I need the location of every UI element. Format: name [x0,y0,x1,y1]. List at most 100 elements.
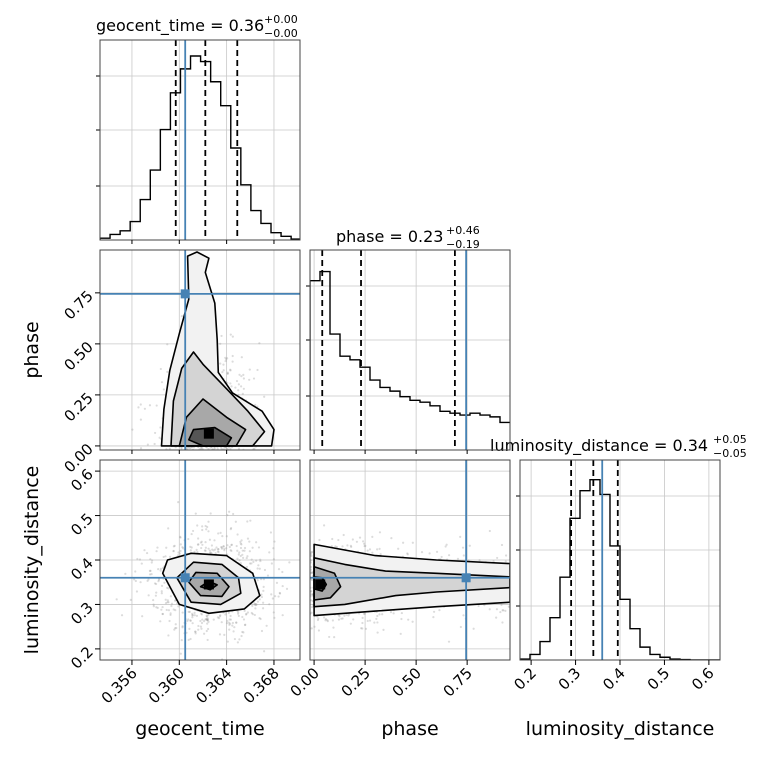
sample-point [187,537,190,541]
sample-point [204,618,207,621]
sample-point [311,593,314,596]
sample-point [206,618,209,622]
sample-point [225,547,228,550]
sample-point [240,634,243,638]
sample-point [381,613,384,616]
sample-point [201,543,204,546]
sample-point [124,572,127,575]
sample-point [167,527,170,530]
sample-point [169,612,172,615]
sample-point [201,525,204,528]
sample-point [235,379,239,383]
xlabel-phase: phase [381,718,438,740]
sample-point [200,621,204,625]
sample-point [376,614,379,618]
sample-point [159,367,162,371]
sample-point [260,595,264,599]
sample-point [254,602,257,606]
sample-point [326,619,329,622]
sample-point [239,540,242,543]
sample-point [236,533,239,536]
sample-point [252,377,256,380]
sample-point [199,446,203,449]
sample-point [259,558,262,561]
sample-point [310,554,313,558]
sample-point [160,584,164,587]
contour-line [313,556,510,608]
sample-point [141,615,144,618]
sample-point [379,553,382,556]
xlabel-geocent-time: geocent_time [135,718,264,740]
sample-point [134,579,137,583]
sample-point [390,537,393,540]
sample-point [501,609,504,612]
sample-point [167,634,170,637]
sample-point [400,611,403,615]
sample-point [187,618,190,621]
sample-point [180,639,183,642]
sample-point [273,540,276,543]
sample-point [181,625,184,628]
sample-point [120,614,124,617]
sample-point [194,630,197,633]
sample-point [310,568,313,571]
sample-point [150,561,153,564]
sample-point [229,614,232,618]
sample-point [310,565,313,569]
sample-point [209,446,212,449]
sample-point [260,593,263,596]
sample-point [263,395,266,398]
sample-point [216,548,220,551]
sample-point [213,447,216,450]
sample-point [139,418,143,421]
sample-point [218,633,222,636]
sample-point [225,535,228,538]
sample-point [233,626,236,629]
sample-point [259,559,262,563]
sample-point [347,614,350,617]
sample-point [160,592,163,595]
sample-point [311,571,314,575]
sample-point [223,633,226,637]
sample-point [197,537,200,540]
sample-point [165,546,168,549]
sample-point [134,570,137,573]
sample-point [230,543,233,547]
sample-point [260,629,264,633]
sample-point [317,617,320,620]
sample-point [252,560,255,563]
sample-point [378,547,381,550]
sample-point [228,623,231,626]
sample-point [242,377,245,380]
sample-point [205,617,208,621]
sample-point [241,392,244,396]
sample-point [438,609,441,612]
sample-point [231,624,234,627]
sample-point [155,550,158,553]
sample-point [246,520,249,523]
sample-point [411,541,414,544]
sample-point [262,589,265,592]
sample-point [350,545,353,549]
sample-point [174,623,177,626]
sample-point [311,550,314,554]
sample-point [248,368,251,371]
sample-point [163,581,166,584]
sample-point [170,604,173,608]
title-geocent-time-sub: −0.00 [264,27,298,40]
density-peak [203,579,214,590]
sample-point [254,604,257,607]
sample-point [228,622,232,625]
sample-point [338,615,341,618]
sample-point [483,604,486,607]
sample-point [170,602,174,605]
sample-point [206,618,209,621]
sample-point [241,615,244,619]
sample-point [241,549,244,552]
axes-frame [99,39,301,241]
sample-point [285,587,289,590]
sample-point [361,616,364,619]
density-peak [203,428,214,439]
sample-point [214,552,217,555]
sample-point [226,544,229,547]
